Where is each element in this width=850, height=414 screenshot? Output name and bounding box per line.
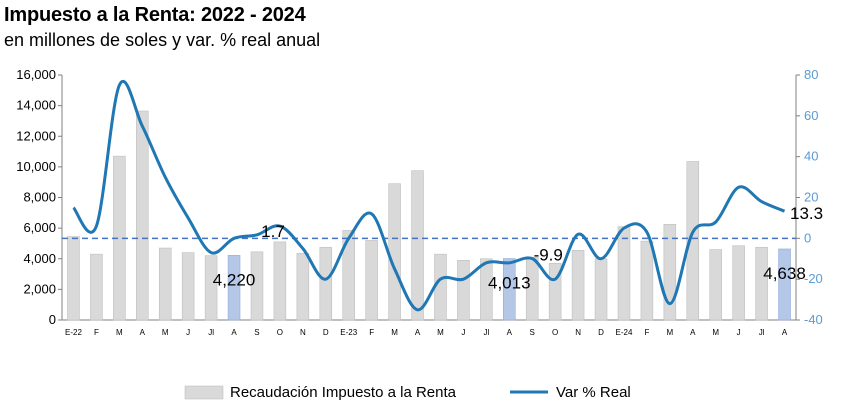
bar [663, 223, 677, 321]
data-label: 1.7 [261, 222, 285, 241]
y-left-tick-label: 6,000 [23, 220, 56, 235]
data-label: 13.3 [790, 204, 823, 223]
bar [158, 247, 172, 321]
bar [709, 249, 722, 321]
y-left-tick-label: 0 [49, 312, 56, 327]
data-label: 4,638 [763, 264, 806, 283]
bar [548, 263, 562, 321]
data-label: 4,013 [488, 274, 531, 293]
bar [388, 183, 401, 321]
bar [732, 245, 745, 321]
x-tick-label: A [782, 328, 788, 337]
x-tick-label: D [598, 328, 604, 337]
bar [227, 255, 241, 321]
x-tick-label: Jl [483, 328, 489, 337]
x-tick-label: Jl [208, 328, 214, 337]
data-label: 4,220 [213, 270, 256, 289]
x-tick-label: M [116, 328, 123, 337]
bar [755, 246, 768, 321]
x-tick-label: S [254, 328, 259, 337]
bar [204, 255, 218, 321]
y-left-tick-label: 16,000 [16, 67, 56, 82]
y-right-tick-label: 40 [804, 149, 818, 164]
bar [250, 251, 264, 321]
chart-subtitle: en millones de soles y var. % real anual [4, 30, 321, 50]
bar [434, 253, 447, 321]
bar [365, 240, 378, 321]
y-left-tick-label: 8,000 [23, 190, 56, 205]
x-tick-label: F [369, 328, 374, 337]
x-tick-label: Jl [759, 328, 765, 337]
bar [411, 170, 424, 321]
bar [90, 253, 103, 321]
y-right-tick-label: 20 [804, 190, 818, 205]
x-tick-label: M [391, 328, 398, 337]
data-label: -9.9 [534, 246, 563, 265]
y-left-tick-label: 2,000 [23, 281, 56, 296]
x-tick-label: A [690, 328, 696, 337]
x-tick-label: A [507, 328, 513, 337]
bar [571, 250, 585, 321]
x-tick-label: N [575, 328, 581, 337]
legend-swatch-bar [184, 385, 224, 400]
x-tick-label: F [94, 328, 99, 337]
x-tick-label: E-22 [65, 328, 82, 337]
x-tick-label: O [277, 328, 283, 337]
legend-label-line: Var % Real [556, 384, 631, 401]
x-tick-label: M [667, 328, 674, 337]
y-right-tick-label: -40 [804, 312, 823, 327]
bar [640, 240, 654, 321]
bar [342, 230, 355, 321]
legend-label-bar: Recaudación Impuesto a la Renta [230, 384, 457, 401]
y-left-tick-label: 4,000 [23, 251, 56, 266]
bar [457, 259, 470, 321]
bar [319, 246, 333, 321]
x-tick-label: A [415, 328, 421, 337]
bar [686, 161, 700, 321]
x-tick-label: F [644, 328, 649, 337]
x-tick-label: M [712, 328, 719, 337]
bar [273, 241, 287, 321]
y-left-tick-label: 10,000 [16, 159, 56, 174]
x-tick-label: O [552, 328, 558, 337]
bar [136, 110, 149, 321]
bar [67, 236, 80, 321]
y-right-tick-label: 0 [804, 230, 811, 245]
chart-title: Impuesto a la Renta: 2022 - 2024 [4, 4, 306, 26]
bar [617, 226, 631, 321]
bar [480, 258, 493, 321]
x-tick-label: D [323, 328, 329, 337]
y-left-tick-label: 12,000 [16, 128, 56, 143]
bar [594, 258, 608, 321]
bar [181, 252, 195, 321]
x-tick-label: E-24 [616, 328, 633, 337]
x-tick-label: A [140, 328, 146, 337]
bar [296, 253, 310, 321]
x-tick-label: M [437, 328, 444, 337]
x-tick-label: S [530, 328, 535, 337]
y-right-tick-label: -20 [804, 271, 823, 286]
x-tick-label: A [231, 328, 237, 337]
bar [778, 248, 791, 321]
y-left-tick-label: 14,000 [16, 98, 56, 113]
bar [503, 258, 516, 321]
x-tick-label: J [186, 328, 190, 337]
var-real-line [72, 80, 786, 312]
y-right-tick-label: 80 [804, 67, 818, 82]
y-right-tick-label: 60 [804, 108, 818, 123]
x-tick-label: E-23 [340, 328, 357, 337]
x-tick-label: J [461, 328, 465, 337]
x-tick-label: J [737, 328, 741, 337]
x-tick-label: N [300, 328, 306, 337]
x-tick-label: M [162, 328, 169, 337]
